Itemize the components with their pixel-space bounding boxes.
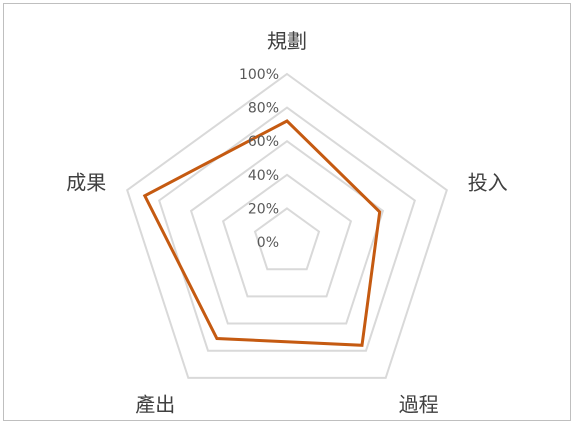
tick-label: 100% — [239, 67, 279, 83]
radar-series-group — [142, 119, 382, 347]
axis-label: 產出 — [135, 393, 175, 417]
tick-label: 80% — [248, 101, 279, 117]
axis-label: 成果 — [66, 170, 106, 194]
tick-label: 60% — [248, 134, 279, 150]
grid-ring-5 — [126, 72, 448, 379]
radar-tick-labels: 0% 20% 40% 60% 80% 100% — [239, 67, 279, 251]
tick-label: 0% — [257, 235, 279, 251]
axis-label: 過程 — [399, 393, 439, 417]
grid-ring-1 — [253, 207, 321, 271]
grid-ring-2 — [221, 173, 353, 298]
chart-frame: 0% 20% 40% 60% 80% 100% 規劃投入過程 產出 成果 — [3, 3, 571, 421]
axis-label: 投入 — [468, 170, 508, 194]
series-line-0 — [142, 119, 382, 347]
grid-ring-4 — [158, 106, 416, 352]
tick-label: 20% — [248, 201, 279, 217]
tick-label: 40% — [248, 168, 279, 184]
axis-label: 規劃 — [267, 29, 307, 53]
